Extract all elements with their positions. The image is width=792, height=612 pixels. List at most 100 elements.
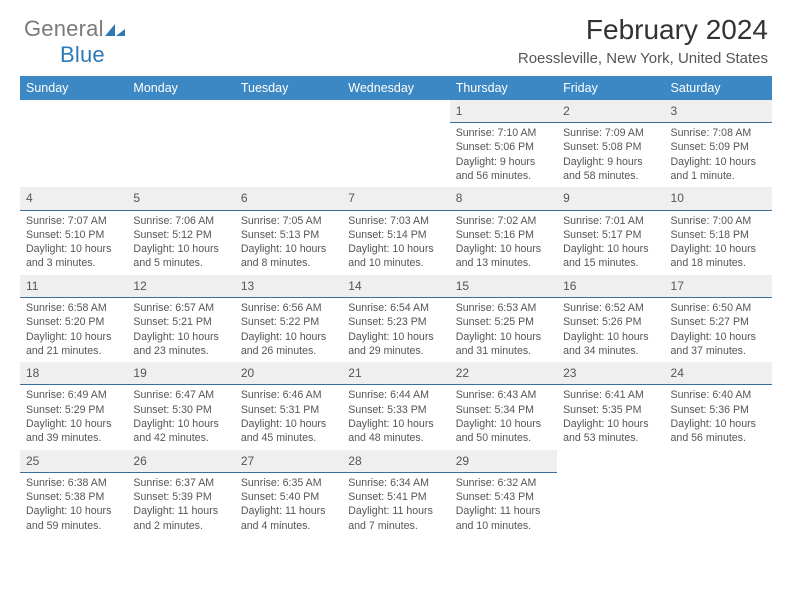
daylight-line: Daylight: 10 hours and 5 minutes. [133, 242, 228, 271]
daylight-line: Daylight: 10 hours and 34 minutes. [563, 330, 658, 359]
weekday-header: Tuesday [235, 76, 342, 100]
sunrise-line: Sunrise: 6:44 AM [348, 388, 443, 402]
sunset-line: Sunset: 5:20 PM [26, 315, 121, 329]
daylight-line: Daylight: 10 hours and 1 minute. [671, 155, 766, 184]
day-number: 23 [557, 362, 664, 385]
calendar-cell: 12 Sunrise: 6:57 AMSunset: 5:21 PMDayligh… [127, 275, 234, 362]
sunrise-line: Sunrise: 7:01 AM [563, 214, 658, 228]
weekday-header-row: SundayMondayTuesdayWednesdayThursdayFrid… [20, 76, 772, 100]
day-number: 22 [450, 362, 557, 385]
day-number: 4 [20, 187, 127, 210]
sunrise-line: Sunrise: 7:06 AM [133, 214, 228, 228]
calendar-week: 18Sunrise: 6:49 AMSunset: 5:29 PMDayligh… [20, 362, 772, 449]
brand-word2: Blue [24, 42, 105, 67]
sunrise-line: Sunrise: 6:40 AM [671, 388, 766, 402]
daylight-line: Daylight: 10 hours and 10 minutes. [348, 242, 443, 271]
daylight-line: Daylight: 10 hours and 8 minutes. [241, 242, 336, 271]
sunset-line: Sunset: 5:13 PM [241, 228, 336, 242]
sunrise-line: Sunrise: 6:53 AM [456, 301, 551, 315]
daylight-line: Daylight: 10 hours and 23 minutes. [133, 330, 228, 359]
sunset-line: Sunset: 5:08 PM [563, 140, 658, 154]
calendar-cell: 28Sunrise: 6:34 AMSunset: 5:41 PMDayligh… [342, 450, 449, 537]
sunrise-line: Sunrise: 6:35 AM [241, 476, 336, 490]
sunrise-line: Sunrise: 6:34 AM [348, 476, 443, 490]
day-details: Sunrise: 7:00 AMSunset: 5:18 PMDaylight:… [665, 211, 772, 275]
sunset-line: Sunset: 5:33 PM [348, 403, 443, 417]
sunset-line: Sunset: 5:43 PM [456, 490, 551, 504]
daylight-line: Daylight: 10 hours and 39 minutes. [26, 417, 121, 446]
calendar-cell [557, 450, 664, 537]
weekday-header: Wednesday [342, 76, 449, 100]
sunrise-line: Sunrise: 6:46 AM [241, 388, 336, 402]
sunrise-line: Sunrise: 7:07 AM [26, 214, 121, 228]
sunset-line: Sunset: 5:36 PM [671, 403, 766, 417]
sunrise-line: Sunrise: 7:08 AM [671, 126, 766, 140]
calendar-cell: 20Sunrise: 6:46 AMSunset: 5:31 PMDayligh… [235, 362, 342, 449]
day-details: Sunrise: 6:38 AMSunset: 5:38 PMDaylight:… [20, 473, 127, 537]
daylight-line: Daylight: 10 hours and 53 minutes. [563, 417, 658, 446]
daylight-line: Daylight: 9 hours and 58 minutes. [563, 155, 658, 184]
day-details: Sunrise: 6:41 AMSunset: 5:35 PMDaylight:… [557, 385, 664, 449]
calendar-cell: 25Sunrise: 6:38 AMSunset: 5:38 PMDayligh… [20, 450, 127, 537]
sunrise-line: Sunrise: 6:50 AM [671, 301, 766, 315]
calendar-cell: 23Sunrise: 6:41 AMSunset: 5:35 PMDayligh… [557, 362, 664, 449]
calendar-cell: 5Sunrise: 7:06 AMSunset: 5:12 PMDaylight… [127, 187, 234, 274]
sunset-line: Sunset: 5:22 PM [241, 315, 336, 329]
sunset-line: Sunset: 5:31 PM [241, 403, 336, 417]
sunset-line: Sunset: 5:21 PM [133, 315, 228, 329]
day-number: 18 [20, 362, 127, 385]
calendar-cell: 19Sunrise: 6:47 AMSunset: 5:30 PMDayligh… [127, 362, 234, 449]
weekday-header: Saturday [665, 76, 772, 100]
daylight-line: Daylight: 10 hours and 15 minutes. [563, 242, 658, 271]
day-number: 15 [450, 275, 557, 298]
calendar-cell: 13Sunrise: 6:56 AMSunset: 5:22 PMDayligh… [235, 275, 342, 362]
day-number: 19 [127, 362, 234, 385]
calendar-cell: 18 Sunrise: 6:49 AMSunset: 5:29 PMDayligh… [20, 362, 127, 449]
sunrise-line: Sunrise: 7:02 AM [456, 214, 551, 228]
day-number: 12 [127, 275, 234, 298]
day-details: Sunrise: 6:34 AMSunset: 5:41 PMDaylight:… [342, 473, 449, 537]
calendar-cell: 24Sunrise: 6:40 AMSunset: 5:36 PMDayligh… [665, 362, 772, 449]
day-details: Sunrise: 6:40 AMSunset: 5:36 PMDaylight:… [665, 385, 772, 449]
calendar-cell: 14Sunrise: 6:54 AMSunset: 5:23 PMDayligh… [342, 275, 449, 362]
sunset-line: Sunset: 5:06 PM [456, 140, 551, 154]
sunrise-line: Sunrise: 7:00 AM [671, 214, 766, 228]
daylight-line: Daylight: 10 hours and 26 minutes. [241, 330, 336, 359]
sunrise-line: Sunrise: 6:49 AM [26, 388, 121, 402]
day-number: 8 [450, 187, 557, 210]
daylight-line: Daylight: 10 hours and 13 minutes. [456, 242, 551, 271]
daylight-line: Daylight: 10 hours and 48 minutes. [348, 417, 443, 446]
weekday-header: Sunday [20, 76, 127, 100]
sunset-line: Sunset: 5:09 PM [671, 140, 766, 154]
day-details: Sunrise: 7:05 AMSunset: 5:13 PMDaylight:… [235, 211, 342, 275]
location-label: Roessleville, New York, United States [518, 50, 768, 67]
sunset-line: Sunset: 5:25 PM [456, 315, 551, 329]
sunrise-line: Sunrise: 6:38 AM [26, 476, 121, 490]
calendar-cell: 21Sunrise: 6:44 AMSunset: 5:33 PMDayligh… [342, 362, 449, 449]
day-number: 17 [665, 275, 772, 298]
calendar-cell [20, 100, 127, 187]
day-details: Sunrise: 6:58 AMSunset: 5:20 PMDaylight:… [20, 298, 127, 362]
sunset-line: Sunset: 5:38 PM [26, 490, 121, 504]
day-number: 14 [342, 275, 449, 298]
day-details: Sunrise: 6:32 AMSunset: 5:43 PMDaylight:… [450, 473, 557, 537]
calendar-cell: 3Sunrise: 7:08 AMSunset: 5:09 PMDaylight… [665, 100, 772, 187]
calendar-cell: 1Sunrise: 7:10 AMSunset: 5:06 PMDaylight… [450, 100, 557, 187]
day-details: Sunrise: 7:02 AMSunset: 5:16 PMDaylight:… [450, 211, 557, 275]
sunset-line: Sunset: 5:39 PM [133, 490, 228, 504]
day-number: 6 [235, 187, 342, 210]
weekday-header: Monday [127, 76, 234, 100]
sunrise-line: Sunrise: 6:57 AM [133, 301, 228, 315]
sunset-line: Sunset: 5:29 PM [26, 403, 121, 417]
header-right: February 2024 Roessleville, New York, Un… [518, 14, 768, 67]
day-details: Sunrise: 7:08 AMSunset: 5:09 PMDaylight:… [665, 123, 772, 187]
day-details: Sunrise: 6:43 AMSunset: 5:34 PMDaylight:… [450, 385, 557, 449]
day-number: 28 [342, 450, 449, 473]
day-details: Sunrise: 7:01 AMSunset: 5:17 PMDaylight:… [557, 211, 664, 275]
sunset-line: Sunset: 5:18 PM [671, 228, 766, 242]
day-details: Sunrise: 7:06 AMSunset: 5:12 PMDaylight:… [127, 211, 234, 275]
day-details: Sunrise: 7:09 AMSunset: 5:08 PMDaylight:… [557, 123, 664, 187]
sunrise-line: Sunrise: 7:03 AM [348, 214, 443, 228]
day-details: Sunrise: 6:53 AMSunset: 5:25 PMDaylight:… [450, 298, 557, 362]
calendar-cell: 11Sunrise: 6:58 AMSunset: 5:20 PMDayligh… [20, 275, 127, 362]
